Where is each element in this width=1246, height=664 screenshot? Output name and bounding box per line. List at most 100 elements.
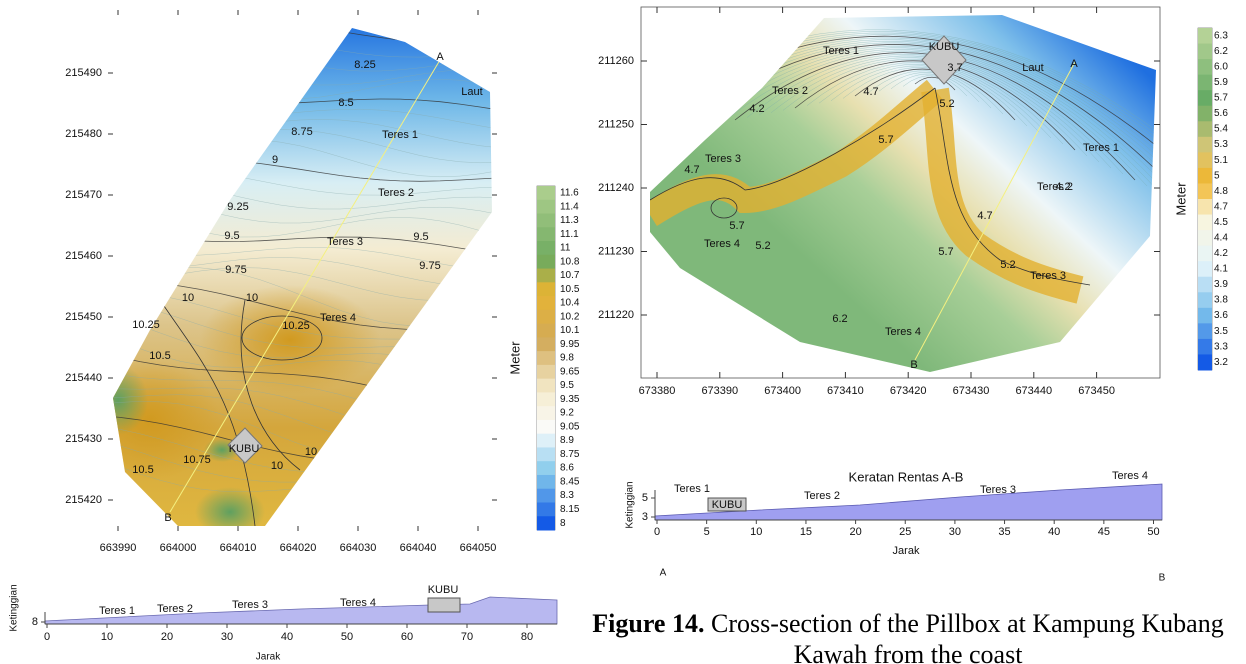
colorbar-swatch: [537, 337, 555, 352]
section-line: [169, 59, 441, 513]
x-tick-label: 40: [1048, 526, 1060, 538]
end-label: A: [660, 568, 667, 579]
y-tick-label: 5: [642, 492, 648, 504]
y-tick-label: 211250: [598, 118, 634, 130]
colorbar-label: 10.4: [560, 298, 580, 309]
x-tick-label: 673400: [764, 385, 801, 397]
colorbar-title: Meter: [1173, 182, 1188, 216]
right-profile: [654, 483, 1163, 521]
colorbar-swatch: [1198, 90, 1212, 107]
colorbar-swatch: [1198, 59, 1212, 76]
contour-line: [240, 299, 301, 471]
contour-label: 10: [182, 292, 194, 304]
x-tick-label: 673390: [701, 385, 738, 397]
contour-label: 6.2: [832, 313, 847, 325]
colorbar-swatch: [537, 474, 555, 490]
left-map: [113, 28, 492, 526]
colorbar-label: 3.3: [1214, 341, 1228, 352]
colorbar-swatch: [1198, 183, 1212, 200]
colorbar-swatch: [537, 502, 555, 517]
contour-label: 5.7: [878, 134, 893, 146]
colorbar-label: 5.7: [1214, 93, 1228, 104]
contour-label: 8.75: [291, 126, 312, 138]
colorbar-swatch: [1198, 199, 1212, 216]
colorbar-swatch: [1198, 323, 1212, 340]
colorbar-label: 11: [560, 243, 571, 254]
x-tick-label: 664000: [160, 542, 197, 554]
colorbar-label: 3.5: [1214, 326, 1228, 337]
contour-label: 4.7: [977, 210, 992, 222]
area-label: Teres 1: [382, 129, 418, 141]
x-tick-label: 40: [281, 631, 293, 643]
colorbar-label: 9.65: [560, 366, 580, 377]
colorbar-swatch: [1198, 307, 1212, 324]
contour-label: 3.7: [947, 62, 962, 74]
area-label: KUBU: [229, 443, 260, 455]
contour-label: 4.2: [749, 103, 764, 115]
colorbar-label: 5.4: [1214, 124, 1228, 135]
contour-label: 5.7: [729, 220, 744, 232]
area-label: Teres 2: [1037, 181, 1073, 193]
x-tick-label: 80: [521, 631, 533, 643]
colorbar-label: 5.6: [1214, 108, 1228, 119]
colorbar-label: 3.8: [1214, 295, 1228, 306]
colorbar-label: 5: [1214, 170, 1220, 181]
contour-line: [113, 28, 492, 44]
colorbar-label: 5.3: [1214, 139, 1228, 150]
y-axis-label: Ketinggian: [9, 584, 20, 631]
contour-label: 10.25: [132, 319, 160, 331]
colorbar-label: 4.7: [1214, 201, 1228, 212]
colorbar-swatch: [537, 433, 555, 448]
end-label: B: [1159, 573, 1166, 584]
colorbar-label: 9.8: [560, 353, 574, 364]
contour-line: [710, 197, 738, 219]
profile-label: Teres 4: [1112, 470, 1148, 482]
contour-label: 4.7: [684, 164, 699, 176]
contour-label: 9.75: [225, 264, 246, 276]
x-tick-label: 664020: [280, 542, 317, 554]
area-label: A: [436, 51, 444, 63]
colorbar-swatch: [537, 419, 555, 435]
area-label: Teres 4: [885, 326, 921, 338]
area-label: Teres 2: [772, 85, 808, 97]
profile-label: Teres 4: [340, 597, 376, 609]
colorbar-label: 6.3: [1214, 30, 1228, 41]
contour-label: 10.5: [132, 464, 153, 476]
ridge: [650, 79, 944, 227]
colorbar-label: 4.2: [1214, 248, 1228, 259]
x-tick-label: 673440: [1015, 385, 1052, 397]
profile-label: KUBU: [428, 584, 459, 596]
colorbar-label: 8.15: [560, 504, 580, 515]
profile-label: Teres 3: [232, 599, 268, 611]
y-tick-label: 211240: [598, 182, 634, 194]
colorbar-label: 8: [560, 518, 566, 529]
y-tick-label: 215440: [65, 372, 102, 384]
colorbar-swatch: [1198, 214, 1212, 231]
colorbar-label: 8.9: [560, 435, 574, 446]
x-tick-label: 15: [800, 526, 812, 538]
caption-text: Cross-section of the Pillbox at Kampung …: [710, 609, 1224, 664]
contour-label: 5.2: [939, 98, 954, 110]
colorbar-label: 3.9: [1214, 279, 1228, 290]
colorbar-swatch: [537, 296, 555, 311]
y-tick-label: 215430: [65, 433, 102, 445]
colorbar-swatch: [1198, 43, 1212, 60]
colorbar-swatch: [537, 254, 555, 270]
colorbar-swatch: [1198, 74, 1212, 91]
colorbar-label: 9.95: [560, 339, 580, 350]
colorbar-swatch: [537, 447, 555, 462]
contour-line: [650, 87, 936, 201]
kubu-box: [921, 35, 967, 85]
colorbar-label: 6.0: [1214, 62, 1228, 73]
right-map-surface: [650, 15, 1156, 372]
colorbar-swatch: [1198, 121, 1212, 138]
colorbar-swatch: [537, 516, 555, 531]
colorbar-swatch: [1198, 338, 1212, 355]
contour-label: 10.25: [282, 320, 310, 332]
colorbar-swatch: [1198, 354, 1212, 371]
x-tick-label: 25: [899, 526, 911, 538]
profile-area: [654, 483, 1163, 521]
y-tick-label: 3: [642, 511, 648, 523]
profile-label: Teres 1: [99, 605, 135, 617]
